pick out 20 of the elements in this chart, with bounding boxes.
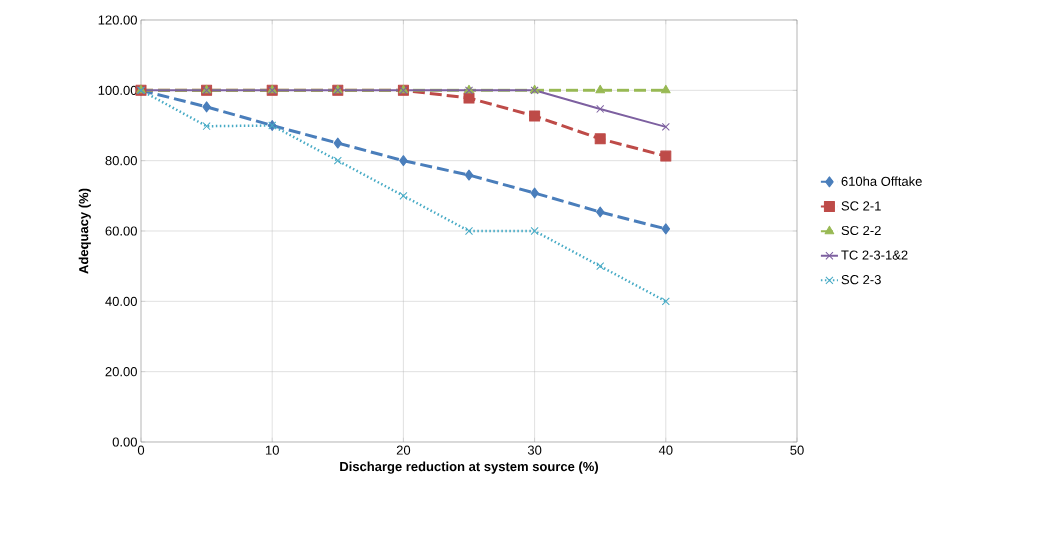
x-tick-label: 10 (265, 445, 279, 455)
x-tick-label: 0 (137, 445, 145, 455)
y-tick-label: 60.00 (105, 226, 137, 236)
legend-label: TC 2-3-1&2 (841, 250, 908, 260)
y-tick-label: 0.00 (112, 437, 137, 447)
legend-label: SC 2-3 (841, 275, 881, 285)
x-tick-label: 30 (527, 445, 542, 455)
y-tick-label: 20.00 (105, 367, 137, 377)
x-axis-title: Discharge reduction at system source (%) (340, 461, 599, 474)
legend-label: SC 2-1 (841, 201, 881, 211)
x-tick-label: 40 (658, 445, 673, 455)
legend-label: SC 2-2 (841, 225, 881, 236)
y-tick-label: 80.00 (105, 156, 137, 166)
x-tick-label: 50 (790, 445, 804, 455)
x-tick-label: 20 (396, 445, 411, 455)
y-axis-title: Adequacy (%) (78, 188, 91, 274)
y-tick-label: 120.00 (98, 15, 137, 25)
y-tick-label: 100.00 (98, 85, 137, 95)
legend-label: 610ha Offtake (841, 176, 922, 186)
y-tick-label: 40.00 (105, 296, 137, 306)
